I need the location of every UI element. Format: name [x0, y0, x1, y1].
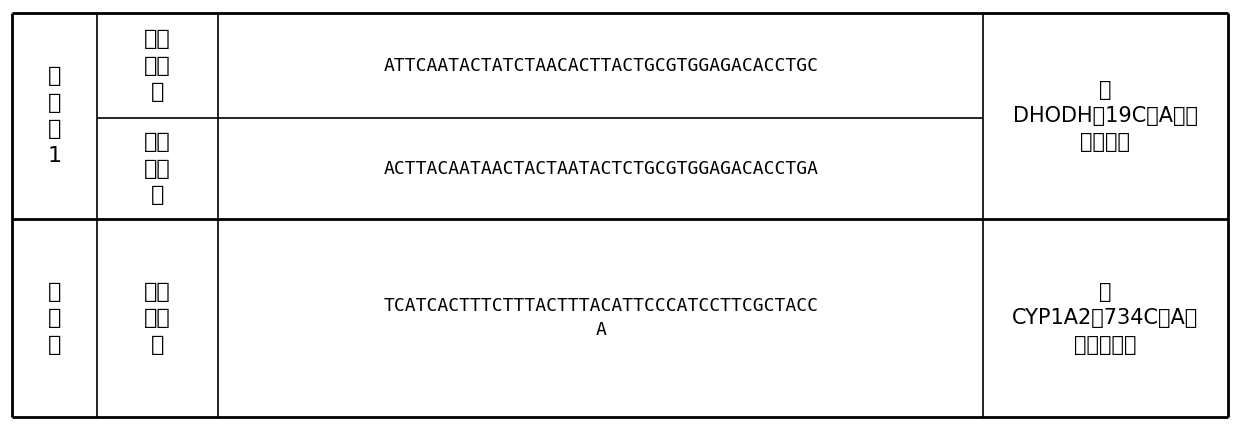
- Text: ATTCAATACTATCTAACACTTACTGCGTGGAGACACCTGC: ATTCAATACTATCTAACACTTACTGCGTGGAGACACCTGC: [383, 57, 818, 74]
- Text: 野生
型探
针: 野生 型探 针: [144, 29, 171, 102]
- Text: ACTTACAATAACTACTAATACTCTGCGTGGAGACACCTGA: ACTTACAATAACTACTAATACTCTGCGTGGAGACACCTGA: [383, 160, 818, 178]
- Text: 探
针
对: 探 针 对: [48, 282, 61, 355]
- Text: 是
DHODH（19C＞A）的
特异探针: 是 DHODH（19C＞A）的 特异探针: [1013, 80, 1198, 153]
- Text: 探
针
对
1: 探 针 对 1: [47, 67, 62, 166]
- Text: 突变
型探
针: 突变 型探 针: [144, 132, 171, 205]
- Text: 野生
型探
针: 野生 型探 针: [144, 282, 171, 355]
- Text: 是
CYP1A2（734C＞A）
的特异探针: 是 CYP1A2（734C＞A） 的特异探针: [1012, 282, 1199, 355]
- Text: TCATCACTTTCTTTACTTTACATTCCCATCCTTCGCTACC
A: TCATCACTTTCTTTACTTTACATTCCCATCCTTCGCTACC…: [383, 298, 818, 339]
